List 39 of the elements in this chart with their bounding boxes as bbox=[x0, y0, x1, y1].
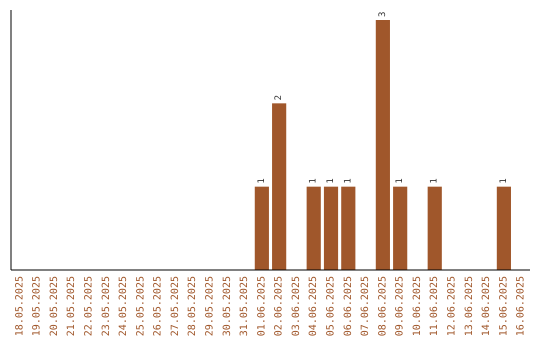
x-tick-label: 16.06.2025 bbox=[516, 276, 527, 336]
x-tick-label: 20.05.2025 bbox=[48, 276, 60, 336]
x-tick-label: 30.05.2025 bbox=[222, 276, 233, 336]
x-tick-label: 26.05.2025 bbox=[152, 276, 164, 336]
x-tick-label: 31.05.2025 bbox=[239, 276, 250, 336]
data-label: 1 bbox=[498, 178, 509, 184]
data-label: 2 bbox=[274, 94, 284, 100]
x-tick-label: 18.05.2025 bbox=[14, 276, 26, 336]
x-tick-label: 21.05.2025 bbox=[66, 276, 78, 336]
data-label: 1 bbox=[326, 178, 336, 184]
x-tick-label: 22.05.2025 bbox=[83, 276, 94, 336]
x-tick-label: 23.05.2025 bbox=[100, 276, 112, 336]
data-label: 1 bbox=[308, 178, 319, 184]
x-tick-label: 14.06.2025 bbox=[481, 276, 492, 336]
x-tick-label: 06.06.2025 bbox=[342, 276, 354, 336]
x-tick-label: 11.06.2025 bbox=[429, 276, 440, 336]
data-label: 1 bbox=[343, 178, 354, 184]
x-tick-label: 12.06.2025 bbox=[446, 276, 458, 336]
x-tick-label: 27.05.2025 bbox=[170, 276, 181, 336]
x-tick-label: 24.05.2025 bbox=[118, 276, 130, 336]
x-tick-label: 07.06.2025 bbox=[360, 276, 372, 336]
x-tick-label: 01.06.2025 bbox=[256, 276, 268, 336]
x-tick-label: 10.06.2025 bbox=[412, 276, 423, 336]
x-tick-label: 28.05.2025 bbox=[187, 276, 198, 336]
x-tick-label: 05.06.2025 bbox=[326, 276, 337, 336]
data-label: 3 bbox=[378, 12, 388, 17]
data-label: 1 bbox=[256, 178, 267, 184]
x-tick-label: 25.05.2025 bbox=[135, 276, 146, 336]
data-label: 1 bbox=[395, 178, 406, 184]
x-tick-label: 15.06.2025 bbox=[498, 276, 510, 336]
x-tick-label: 02.06.2025 bbox=[274, 276, 285, 336]
x-tick-label: 29.05.2025 bbox=[204, 276, 216, 336]
x-tick-label: 09.06.2025 bbox=[394, 276, 406, 336]
x-tick-label: 04.06.2025 bbox=[308, 276, 320, 336]
x-tick-label: 19.05.2025 bbox=[32, 276, 43, 336]
x-tick-label: 13.06.2025 bbox=[464, 276, 475, 336]
data-label: 1 bbox=[430, 178, 440, 184]
x-tick-label: 08.06.2025 bbox=[377, 276, 388, 336]
x-tick-label: 03.06.2025 bbox=[290, 276, 302, 336]
